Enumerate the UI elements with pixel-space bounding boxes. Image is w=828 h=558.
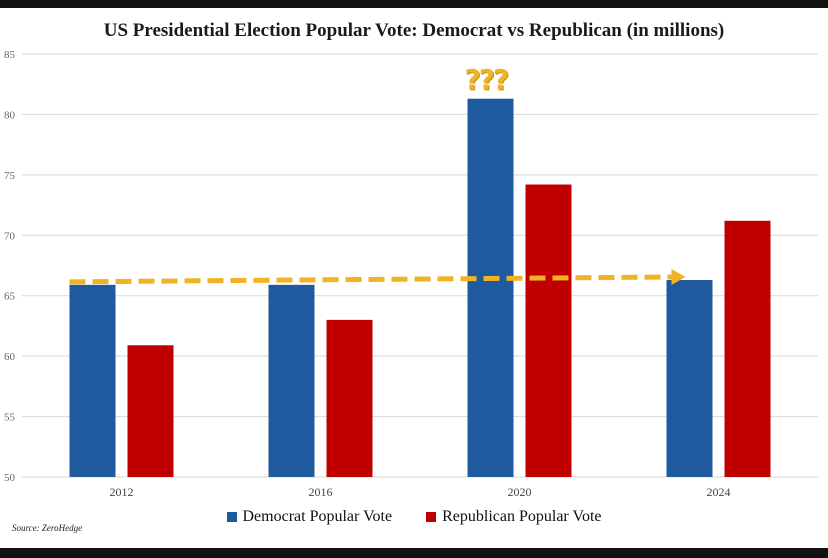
legend-label-democrat: Democrat Popular Vote	[242, 508, 393, 525]
x-tick-label: 2020	[508, 485, 532, 499]
legend: Democrat Popular Vote Republican Popular…	[0, 508, 828, 526]
y-tick-label: 65	[4, 291, 16, 303]
x-tick-label: 2016	[309, 485, 333, 499]
trend-arrow-line	[69, 274, 674, 285]
bar-republican-2012	[127, 345, 174, 477]
y-tick-label: 75	[4, 170, 16, 182]
trend-arrow-head	[671, 269, 686, 286]
x-tick-label: 2012	[110, 485, 134, 499]
legend-item-democrat: Democrat Popular Vote	[226, 508, 393, 526]
bar-democrat-2020	[467, 98, 514, 478]
y-tick-label: 70	[4, 230, 16, 242]
bar-republican-2020	[525, 184, 572, 478]
bar-republican-2016	[326, 319, 373, 477]
x-tick-label: 2024	[707, 485, 731, 499]
y-tick-label: 55	[4, 412, 16, 424]
y-tick-label: 60	[4, 351, 16, 363]
y-tick-label: 50	[4, 472, 16, 484]
bar-democrat-2024	[666, 280, 713, 477]
question-marks-annotation: ???	[464, 62, 510, 96]
legend-label-republican: Republican Popular Vote	[442, 508, 602, 525]
legend-swatch-republican	[426, 512, 437, 522]
y-tick-label: 85	[4, 49, 16, 61]
legend-swatch-democrat	[226, 512, 237, 522]
chart-title: US Presidential Election Popular Vote: D…	[103, 20, 725, 41]
bar-democrat-2016	[268, 284, 315, 477]
bar-republican-2024	[724, 220, 771, 478]
legend-item-republican: Republican Popular Vote	[426, 508, 602, 526]
source-note: Source: ZeroHedge	[12, 523, 83, 533]
bar-democrat-2012	[69, 284, 116, 477]
y-tick-label: 80	[4, 109, 16, 121]
